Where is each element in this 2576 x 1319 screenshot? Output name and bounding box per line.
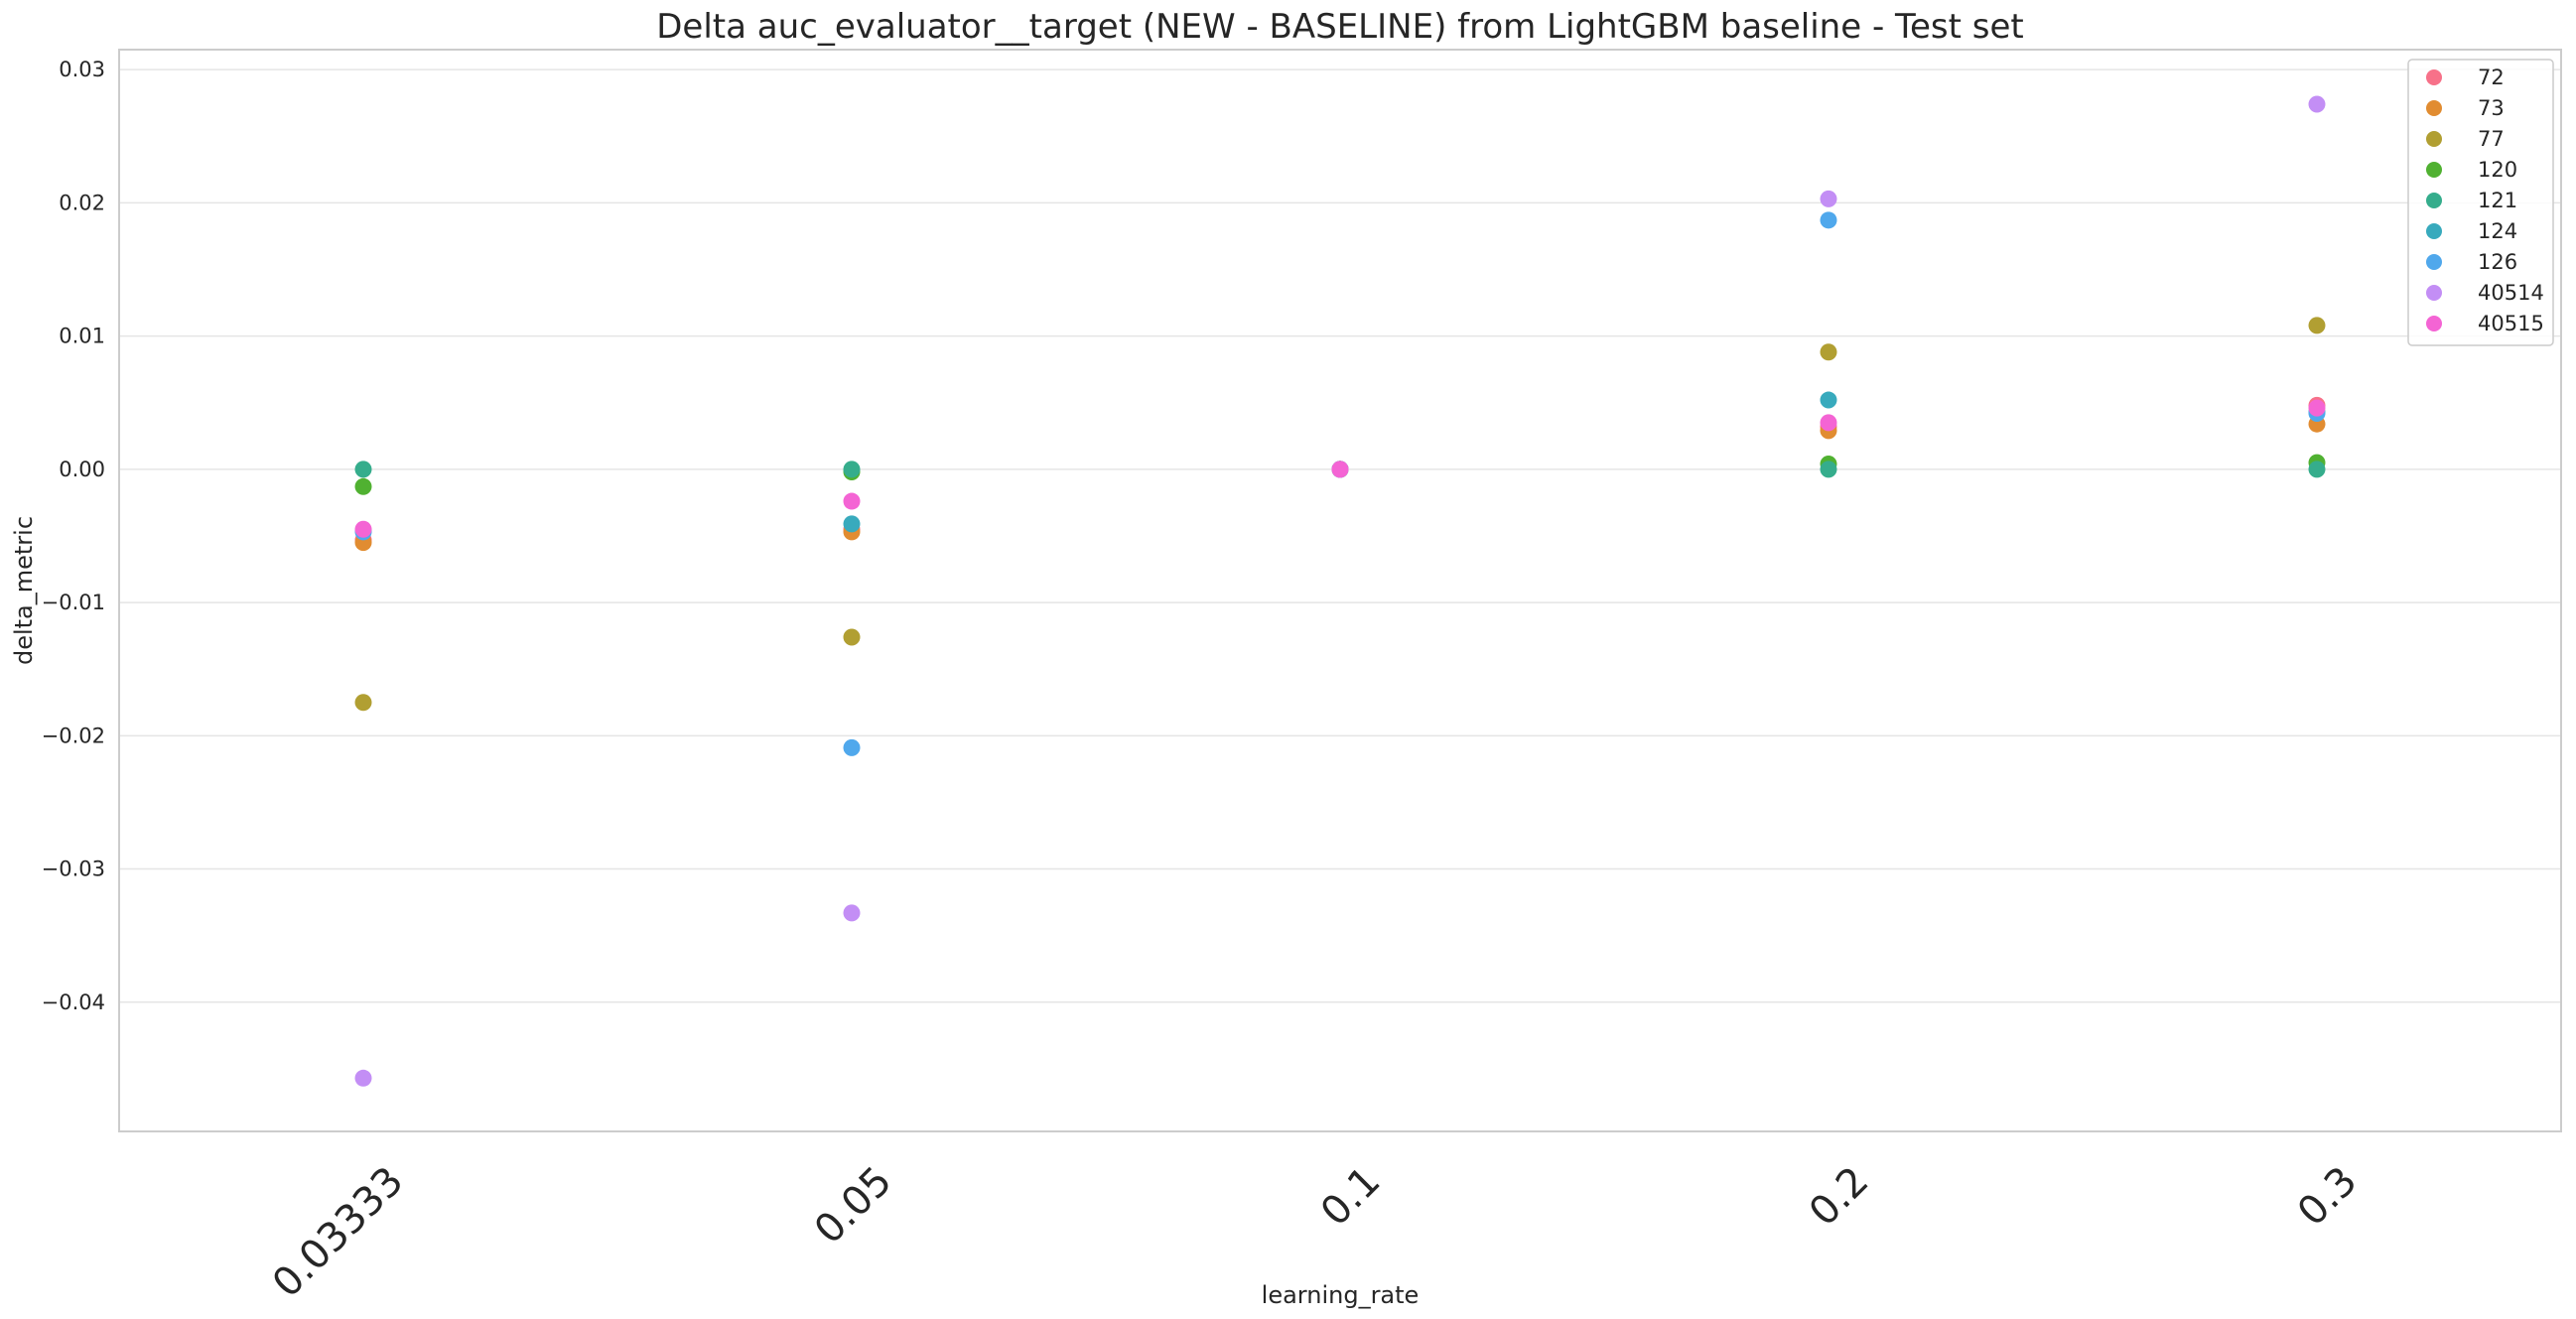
data-point xyxy=(1820,414,1837,432)
data-point xyxy=(2308,317,2326,334)
data-point xyxy=(354,1069,372,1087)
legend-marker xyxy=(2426,285,2442,301)
x-tick-label: 0.3 xyxy=(2289,1158,2367,1236)
legend-label: 124 xyxy=(2478,219,2517,243)
chart-title: Delta auc_evaluator__target (NEW - BASEL… xyxy=(656,7,2024,47)
data-point xyxy=(1820,343,1837,361)
legend-label: 120 xyxy=(2478,158,2517,182)
legend-label: 73 xyxy=(2478,96,2505,120)
data-point xyxy=(1820,461,1837,478)
legend: 72 73 77 120 121 124 126 40514 40515 xyxy=(2407,59,2554,346)
legend-label: 121 xyxy=(2478,189,2517,212)
data-point xyxy=(354,520,372,538)
data-point xyxy=(2308,461,2326,478)
data-point xyxy=(1820,190,1837,207)
data-point xyxy=(843,461,861,478)
y-tick-label: −0.04 xyxy=(42,990,105,1014)
data-point xyxy=(843,628,861,646)
legend-label: 40515 xyxy=(2478,312,2544,335)
legend-marker xyxy=(2426,223,2442,239)
data-point xyxy=(2308,399,2326,417)
y-axis-label: delta_metric xyxy=(10,516,38,665)
data-point xyxy=(354,694,372,712)
x-tick-label: 0.05 xyxy=(806,1158,901,1253)
data-point xyxy=(843,492,861,510)
legend-label: 40514 xyxy=(2478,281,2544,305)
legend-items: 72 73 77 120 121 124 126 40514 40515 xyxy=(2426,66,2544,335)
y-tick-label: 0.03 xyxy=(59,58,105,81)
legend-marker xyxy=(2426,193,2442,208)
x-tick-label: 0.1 xyxy=(1312,1158,1390,1236)
legend-box xyxy=(2407,59,2554,346)
y-tick-label: 0.02 xyxy=(59,191,105,214)
legend-marker xyxy=(2426,100,2442,116)
y-axis-ticks: 0.03 0.02 0.01 0.00 −0.01 −0.02 −0.03 −0.04 xyxy=(42,58,105,1014)
legend-marker xyxy=(2426,69,2442,85)
y-tick-label: −0.02 xyxy=(42,724,105,747)
y-tick-label: −0.03 xyxy=(42,857,105,881)
y-tick-label: 0.00 xyxy=(59,458,105,481)
legend-marker xyxy=(2426,316,2442,331)
y-tick-label: 0.01 xyxy=(59,325,105,348)
data-point xyxy=(843,515,861,533)
data-point xyxy=(354,461,372,478)
plot-frame xyxy=(118,49,2562,1132)
data-point xyxy=(843,904,861,922)
y-tick-label: −0.01 xyxy=(42,591,105,614)
legend-marker xyxy=(2426,162,2442,178)
data-point xyxy=(1820,211,1837,229)
data-point xyxy=(1331,461,1349,478)
data-point xyxy=(843,738,861,756)
data-point xyxy=(1820,391,1837,409)
x-axis-label: learning_rate xyxy=(1262,1281,1420,1309)
x-tick-label: 0.03333 xyxy=(264,1158,412,1306)
data-point xyxy=(354,477,372,495)
legend-label: 72 xyxy=(2478,66,2505,89)
grid-layer xyxy=(119,68,2561,1003)
legend-label: 126 xyxy=(2478,250,2517,274)
legend-label: 77 xyxy=(2478,127,2505,151)
legend-marker xyxy=(2426,254,2442,270)
data-point xyxy=(2308,95,2326,113)
points-layer xyxy=(354,95,2326,1087)
x-tick-label: 0.2 xyxy=(1801,1158,1878,1236)
legend-marker xyxy=(2426,131,2442,147)
